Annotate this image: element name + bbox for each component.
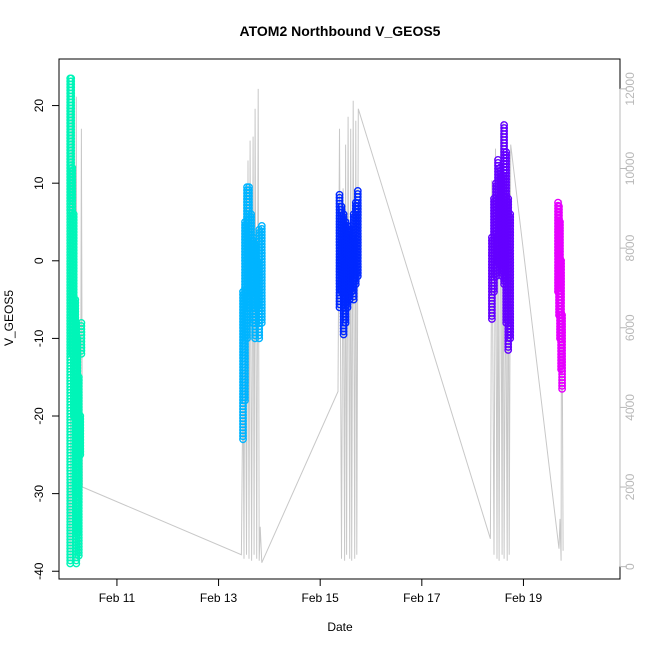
series-3 (335, 186, 362, 339)
y2-tick-label: 4000 (623, 394, 637, 421)
y-tick-label: 0 (32, 257, 46, 264)
data-point (76, 450, 85, 459)
data-point (74, 551, 83, 560)
data-point (74, 548, 83, 557)
data-point (558, 384, 566, 393)
y2-tick-label: 8000 (623, 234, 637, 261)
data-point (353, 269, 362, 278)
data-point (351, 280, 360, 288)
data-point (241, 396, 249, 405)
data-point (351, 277, 360, 285)
series-2 (239, 183, 266, 444)
data-point (239, 432, 247, 441)
y-tick-label: -20 (32, 407, 46, 425)
x-tick-label: Feb 19 (505, 591, 543, 605)
data-point (490, 284, 498, 293)
y-tick-label: 10 (32, 176, 46, 190)
data-point (490, 287, 498, 296)
data-point (257, 318, 266, 327)
y2-tick-label: 2000 (623, 473, 637, 500)
data-point (77, 349, 86, 358)
data-point (257, 315, 266, 324)
x-tick-label: Feb 17 (403, 591, 441, 605)
data-point (341, 315, 350, 324)
x-tick-label: Feb 13 (200, 591, 238, 605)
x-tick-label: Feb 11 (99, 591, 136, 605)
data-point (239, 435, 247, 444)
data-point (506, 334, 515, 343)
data-point (504, 346, 513, 354)
y2-tick-label: 6000 (623, 314, 637, 341)
data-point (243, 331, 251, 340)
data-point (339, 327, 348, 336)
y2-tick-label: 10000 (623, 151, 637, 185)
data-point (241, 393, 249, 402)
data-point (243, 334, 251, 343)
y-tick-label: -40 (32, 562, 46, 580)
series-1 (66, 74, 86, 568)
y2-tick-label: 0 (623, 563, 637, 570)
data-point (506, 331, 515, 340)
y-tick-label: -10 (32, 329, 46, 347)
data-point (255, 331, 264, 340)
x-axis-label: Date (327, 620, 353, 634)
data-point (341, 318, 350, 327)
series-4 (487, 121, 515, 354)
y-tick-label: -30 (32, 485, 46, 503)
x-tick-label: Feb 15 (302, 591, 340, 605)
y-tick-label: 20 (32, 99, 46, 113)
data-point (487, 312, 496, 320)
data-point (504, 343, 513, 351)
y2-tick-label: 12000 (623, 72, 637, 106)
data-point (343, 300, 352, 309)
data-point (343, 303, 352, 312)
data-point (76, 447, 85, 456)
data-point (558, 381, 566, 390)
data-point (339, 330, 348, 339)
data-point (487, 315, 496, 323)
data-point (353, 272, 362, 281)
y-axis: -40 -30 -20 -10 0 10 20 (32, 99, 60, 580)
series-layer (66, 74, 566, 568)
data-point (72, 559, 81, 568)
data-point (77, 346, 86, 355)
series-5 (554, 198, 566, 393)
data-point (255, 334, 264, 343)
data-point (349, 292, 358, 301)
x-axis: Feb 11 Feb 13 Feb 15 Feb 17 Feb 19 (99, 578, 543, 605)
data-point (349, 295, 358, 304)
y2-axis: 0 2000 4000 6000 8000 10000 12000 (619, 72, 637, 570)
y-axis-label: V_GEOS5 (2, 290, 16, 346)
chart-title: ATOM2 Northbound V_GEOS5 (240, 23, 441, 39)
